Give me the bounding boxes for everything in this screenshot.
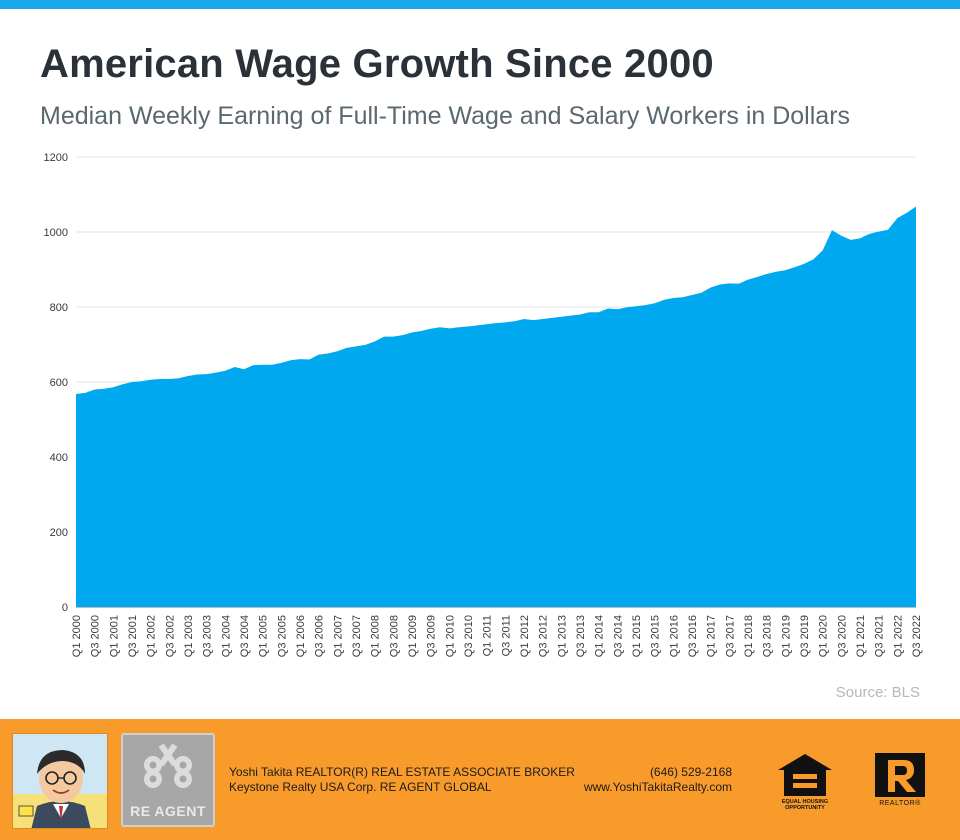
y-tick-label: 1200	[44, 152, 68, 164]
x-tick-label: Q3 2018	[762, 615, 774, 657]
top-accent-bar	[0, 0, 960, 9]
x-tick-label: Q1 2017	[706, 615, 718, 657]
contact-info: (646) 529-2168 www.YoshiTakitaRealty.com	[584, 765, 732, 795]
x-tick-label: Q3 2006	[314, 615, 326, 657]
y-tick-label: 0	[62, 602, 68, 614]
chart-title: American Wage Growth Since 2000	[40, 42, 714, 86]
agent-line: Yoshi Takita REALTOR(R) REAL ESTATE ASSO…	[229, 765, 575, 779]
x-tick-label: Q1 2010	[444, 615, 456, 657]
equal-housing-text-2: OPPORTUNITY	[785, 805, 825, 811]
x-tick-label: Q3 2019	[799, 615, 811, 657]
x-tick-label: Q3 2000	[90, 615, 102, 657]
x-tick-label: Q1 2011	[482, 615, 494, 656]
x-tick-label: Q1 2006	[295, 615, 307, 657]
x-tick-label: Q1 2015	[631, 615, 643, 657]
phone-number[interactable]: (646) 529-2168	[649, 765, 732, 779]
x-tick-label: Q1 2009	[407, 615, 419, 657]
x-tick-label: Q1 2022	[892, 615, 904, 657]
x-tick-label: Q3 2008	[388, 615, 400, 657]
x-tick-label: Q1 2018	[743, 615, 755, 657]
footer-banner: RE AGENT Yoshi Takita REALTOR(R) REAL ES…	[0, 719, 960, 840]
x-tick-label: Q3 2009	[426, 615, 438, 657]
website-link[interactable]: www.YoshiTakitaRealty.com	[583, 780, 732, 794]
x-tick-label: Q3 2022	[911, 615, 923, 657]
x-tick-label: Q3 2001	[127, 615, 139, 657]
x-tick-label: Q1 2020	[818, 615, 830, 657]
x-tick-label: Q3 2016	[687, 615, 699, 657]
y-axis-ticks: 0 200 400 600 800 1000 1200	[44, 152, 68, 614]
x-tick-label: Q3 2014	[612, 615, 624, 657]
x-tick-label: Q3 2007	[351, 615, 363, 657]
x-tick-label: Q1 2001	[108, 615, 120, 657]
x-tick-label: Q3 2004	[239, 615, 251, 657]
x-tick-label: Q1 2005	[258, 615, 270, 657]
x-tick-label: Q3 2003	[202, 615, 214, 657]
x-tick-label: Q3 2017	[724, 615, 736, 657]
x-tick-label: Q1 2003	[183, 615, 195, 657]
x-tick-label: Q1 2014	[594, 615, 606, 657]
brand-logo-text: RE AGENT	[130, 803, 206, 819]
y-tick-label: 400	[50, 452, 68, 464]
x-tick-label: Q1 2004	[220, 615, 232, 657]
x-tick-label: Q3 2010	[463, 615, 475, 657]
y-tick-label: 200	[50, 527, 68, 539]
agent-info: Yoshi Takita REALTOR(R) REAL ESTATE ASSO…	[229, 765, 575, 795]
x-tick-label: Q3 2005	[276, 615, 288, 657]
x-tick-label: Q1 2002	[146, 615, 158, 657]
realtor-r-icon: REALTOR®	[874, 752, 926, 814]
y-tick-label: 1000	[44, 227, 68, 239]
wage-area	[76, 206, 916, 607]
equal-housing-text-1: EQUAL HOUSING	[781, 799, 829, 805]
x-tick-label: Q3 2011	[500, 615, 512, 656]
x-tick-label: Q1 2008	[370, 615, 382, 657]
x-tick-label: Q3 2015	[650, 615, 662, 657]
caricature-avatar	[12, 733, 108, 829]
x-tick-label: Q3 2012	[538, 615, 550, 657]
realtor-mark-text: REALTOR®	[879, 800, 921, 807]
y-tick-label: 600	[50, 377, 68, 389]
re-agent-keys-logo: RE AGENT	[121, 733, 215, 827]
x-tick-label: Q1 2021	[855, 615, 867, 657]
x-tick-label: Q1 2012	[519, 615, 531, 657]
x-tick-label: Q1 2016	[668, 615, 680, 657]
x-tick-label: Q3 2020	[836, 615, 848, 657]
x-tick-label: Q1 2007	[332, 615, 344, 657]
company-line: Keystone Realty USA Corp. RE AGENT GLOBA…	[229, 780, 492, 794]
equal-housing-icon: EQUAL HOUSING OPPORTUNITY	[776, 752, 834, 812]
y-tick-label: 800	[50, 302, 68, 314]
source-label: Source: BLS	[835, 684, 920, 701]
x-tick-label: Q1 2019	[780, 615, 792, 657]
chart-subtitle: Median Weekly Earning of Full-Time Wage …	[40, 102, 851, 130]
x-tick-label: Q3 2002	[164, 615, 176, 657]
x-tick-label: Q3 2021	[874, 615, 886, 657]
x-tick-label: Q1 2000	[71, 615, 83, 657]
x-axis-ticks: Q1 2000 Q3 2000 Q1 2001 Q3 2001 Q1 2002 Q3 20…	[71, 615, 923, 657]
x-tick-label: Q1 2013	[556, 615, 568, 657]
x-tick-label: Q3 2013	[575, 615, 587, 657]
